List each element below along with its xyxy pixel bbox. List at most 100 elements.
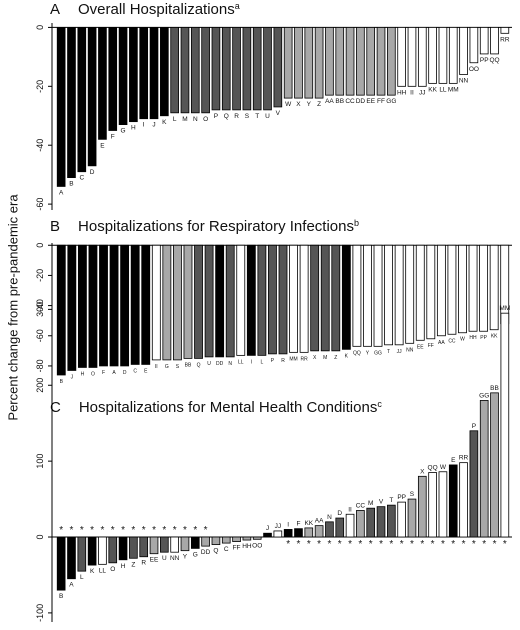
bar-n bbox=[225, 244, 235, 358]
bar-gg bbox=[387, 27, 396, 96]
panel-title-text: Hospitalizations for Respiratory Infecti… bbox=[78, 218, 354, 235]
bar-label: CC bbox=[345, 98, 355, 105]
panel-title-superscript: b bbox=[354, 218, 359, 228]
bar-gg bbox=[479, 400, 489, 538]
bar-label: DD bbox=[216, 361, 224, 367]
bar-label: S bbox=[245, 113, 250, 120]
bar-a bbox=[56, 27, 66, 187]
bar-label: NN bbox=[406, 347, 414, 353]
bar-label: I bbox=[287, 521, 289, 528]
bar-bb bbox=[183, 244, 193, 359]
bar-label: E bbox=[451, 457, 456, 464]
significance-star: * bbox=[338, 539, 342, 550]
bar-a bbox=[67, 536, 76, 580]
bar-y bbox=[304, 27, 314, 99]
bar-l bbox=[257, 244, 267, 356]
bar-label: V bbox=[276, 110, 281, 117]
bar-m bbox=[180, 27, 190, 114]
significance-star: * bbox=[389, 539, 393, 550]
y-tick-label: -60 bbox=[35, 198, 45, 211]
significance-star: * bbox=[327, 539, 331, 550]
bar-label: C bbox=[133, 368, 137, 374]
bar-qq bbox=[352, 244, 362, 347]
bar-r bbox=[278, 244, 288, 355]
bar-label: I bbox=[143, 122, 145, 129]
significance-star: * bbox=[70, 525, 74, 536]
significance-star: * bbox=[358, 539, 362, 550]
bar-label: PP bbox=[480, 57, 489, 64]
bar-label: PP bbox=[480, 335, 487, 341]
bar-mm bbox=[448, 27, 458, 84]
bar-label: O bbox=[91, 371, 95, 377]
bar-aa bbox=[314, 525, 324, 538]
y-tick-label: 0 bbox=[35, 535, 45, 540]
y-tick-label: 0 bbox=[35, 243, 45, 248]
y-tick-label: -60 bbox=[35, 329, 45, 342]
bar-label: J bbox=[152, 122, 155, 129]
bar-d bbox=[120, 244, 130, 367]
bar-label: KK bbox=[491, 334, 498, 340]
bar-p bbox=[469, 430, 479, 538]
bar-label: W bbox=[285, 101, 292, 108]
bar-dd bbox=[215, 244, 225, 358]
significance-star: * bbox=[173, 525, 177, 536]
bar-label: J bbox=[71, 374, 74, 380]
panel-title-superscript: c bbox=[377, 399, 382, 409]
bar-label: II bbox=[155, 364, 158, 370]
bar-aa bbox=[436, 244, 446, 337]
bar-label: B bbox=[59, 593, 63, 600]
bar-pp bbox=[479, 27, 489, 55]
bar-label: K bbox=[162, 119, 167, 126]
bar-label: AA bbox=[315, 518, 324, 525]
bar-label: FF bbox=[377, 98, 385, 105]
bar-label: MM bbox=[499, 305, 510, 312]
bar-cc bbox=[447, 244, 457, 335]
bar-w bbox=[438, 471, 448, 538]
bar-d bbox=[87, 27, 97, 167]
bar-qq bbox=[490, 27, 499, 55]
panel-title-text: Hospitalizations for Mental Health Condi… bbox=[79, 399, 377, 416]
bar-n bbox=[190, 27, 200, 114]
bar-label: U bbox=[162, 555, 167, 562]
significance-star: * bbox=[503, 539, 507, 550]
bar-v bbox=[273, 27, 283, 108]
bar-label: RR bbox=[300, 356, 308, 362]
bar-label: Z bbox=[334, 355, 337, 361]
bar-c bbox=[130, 244, 140, 365]
bar-label: X bbox=[296, 101, 301, 108]
bar-label: R bbox=[234, 113, 239, 120]
bar-jj bbox=[273, 530, 283, 538]
significance-star: * bbox=[348, 539, 352, 550]
bar-ff bbox=[376, 27, 386, 96]
bar-ii bbox=[345, 513, 355, 538]
bar-u bbox=[160, 536, 169, 553]
bar-ii bbox=[407, 27, 417, 87]
bar-label: EE bbox=[366, 98, 375, 105]
bar-label: QQ bbox=[353, 350, 361, 356]
significance-star: * bbox=[493, 539, 497, 550]
bar-label: D bbox=[123, 370, 127, 376]
bar-nn bbox=[405, 244, 415, 344]
bar-x bbox=[417, 475, 427, 538]
bar-z bbox=[314, 27, 324, 99]
bar-hh bbox=[242, 536, 252, 541]
bar-mm bbox=[289, 244, 298, 353]
panel-title: B Hospitalizations for Respiratory Infect… bbox=[50, 218, 359, 235]
bar-h bbox=[129, 27, 138, 123]
bar-kk bbox=[489, 244, 499, 331]
bar-label: QQ bbox=[428, 465, 438, 472]
bar-label: L bbox=[80, 574, 84, 581]
bar-o bbox=[108, 536, 118, 564]
bar-label: P bbox=[472, 423, 476, 430]
bar-k bbox=[160, 27, 169, 117]
bar-s bbox=[407, 498, 417, 538]
panel-a: A Overall Hospitalizationsa0-20-40-60ABCD… bbox=[35, 1, 512, 211]
bar-label: HH bbox=[469, 335, 477, 341]
bar-s bbox=[173, 244, 182, 361]
bar-j bbox=[149, 27, 159, 120]
y-tick-label: 0 bbox=[35, 25, 45, 30]
bar-label: Z bbox=[131, 561, 135, 568]
bar-u bbox=[263, 27, 272, 111]
panel-letter: A bbox=[50, 1, 60, 18]
bar-label: U bbox=[207, 361, 211, 367]
